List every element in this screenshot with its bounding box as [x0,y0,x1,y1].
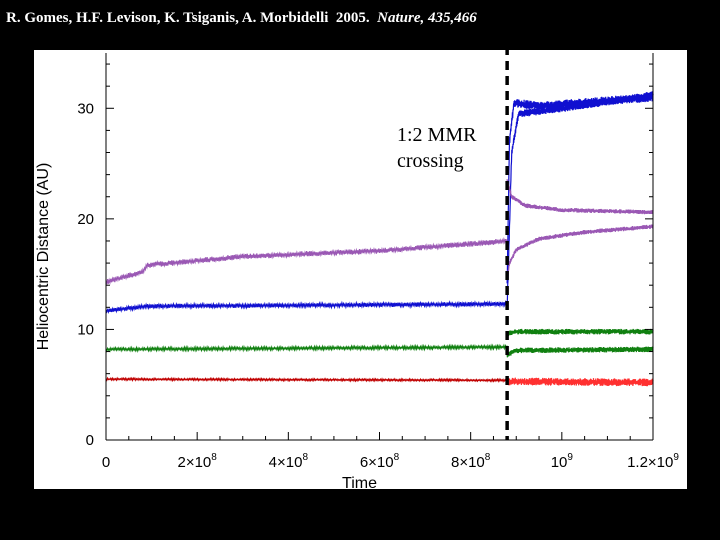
mmr-annotation-line: crossing [397,150,464,172]
citation-year: 2005. [335,10,370,26]
mmr-annotation-line: 1:2 MMR [397,124,477,146]
series-line [506,224,654,280]
axes-layer [105,53,654,441]
citation-journal: Nature, 435,466 [377,10,477,26]
y-tick-label: 30 [77,100,94,117]
y-tick-label: 0 [86,432,94,449]
y-tick-label: 10 [77,321,94,338]
series-line [105,236,508,285]
figure-panel: 0 10 20 30 0 2×108 4×108 6×108 8×108 109 1.2×109 1:… [34,50,687,489]
series-line [506,91,654,306]
series-line [506,328,654,336]
x-tick-label: 1.2×109 [627,452,679,471]
x-tick-label: 4×108 [269,452,309,471]
y-axis-title: Heliocentric Distance (AU) [35,163,52,351]
series-line [105,300,508,314]
citation: R. Gomes, H.F. Levison, K. Tsiganis, A. … [6,4,477,32]
x-tick-label: 6×108 [360,452,400,471]
series-line [506,93,654,284]
series-line [506,377,654,387]
chart: 0 10 20 30 0 2×108 4×108 6×108 8×108 109 1.2×109 1:… [35,50,679,489]
x-tick-label: 0 [102,454,110,471]
x-tick-label: 109 [551,452,574,471]
citation-authors: R. Gomes, H.F. Levison, K. Tsiganis, A. … [6,10,329,26]
series-line [105,376,508,383]
x-tick-label: 2×108 [177,452,217,471]
series-layer [105,91,654,387]
x-axis-title: Time [342,475,377,489]
series-line [506,346,654,358]
x-tick-label: 8×108 [451,452,491,471]
label-layer: 0 10 20 30 0 2×108 4×108 6×108 8×108 109 1.2×109 1:… [77,100,679,471]
y-tick-label: 20 [77,211,94,228]
series-line [506,179,654,215]
series-line [105,343,508,354]
